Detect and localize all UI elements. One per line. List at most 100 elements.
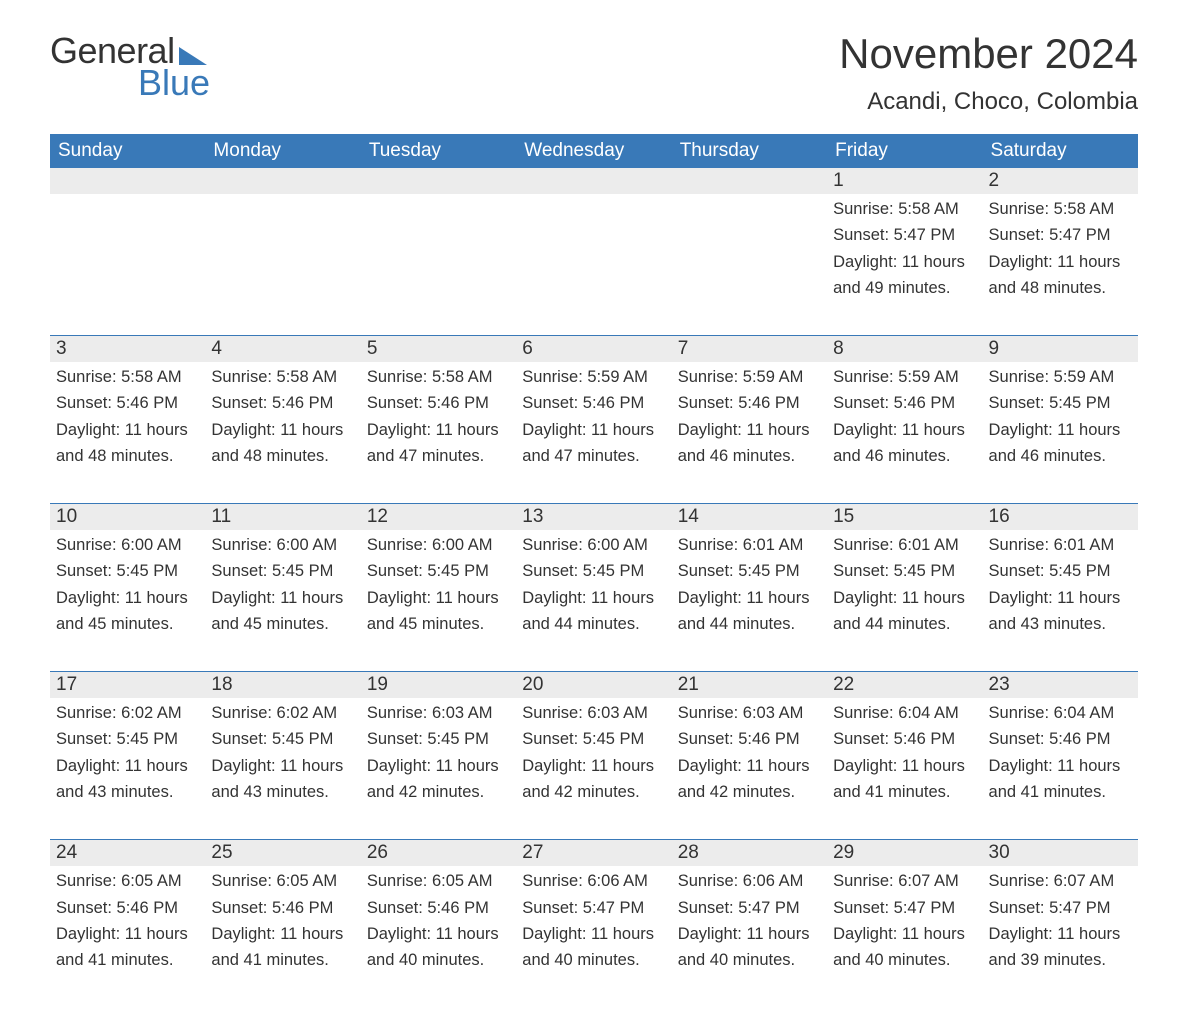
- day-detail-cell: Sunrise: 6:04 AM: [983, 698, 1138, 724]
- day-detail-cell: Sunrise: 6:04 AM: [827, 698, 982, 724]
- day-number-cell: 14: [672, 504, 827, 531]
- day-number-cell: [672, 168, 827, 194]
- day-detail-cell: Sunset: 5:46 PM: [361, 893, 516, 919]
- day-detail-cell: and 45 minutes.: [205, 609, 360, 635]
- week-separator: [50, 803, 1138, 840]
- day-number-cell: 25: [205, 840, 360, 867]
- week-detail-row: Daylight: 11 hoursDaylight: 11 hoursDayl…: [50, 919, 1138, 945]
- day-detail-cell: Sunrise: 5:58 AM: [50, 362, 205, 388]
- day-detail-cell: and 42 minutes.: [672, 777, 827, 803]
- day-detail-cell: Sunset: 5:45 PM: [983, 556, 1138, 582]
- day-detail-cell: Daylight: 11 hours: [672, 583, 827, 609]
- calendar-page: General Blue November 2024 Acandi, Choco…: [0, 0, 1188, 1011]
- day-detail-cell: Sunrise: 6:07 AM: [827, 866, 982, 892]
- day-number-cell: 28: [672, 840, 827, 867]
- day-detail-cell: Daylight: 11 hours: [983, 583, 1138, 609]
- brand-word-2: Blue: [138, 62, 210, 104]
- day-detail-cell: Sunset: 5:45 PM: [50, 556, 205, 582]
- day-detail-cell: Sunrise: 6:01 AM: [672, 530, 827, 556]
- week-separator: [50, 467, 1138, 504]
- header: General Blue November 2024 Acandi, Choco…: [50, 30, 1138, 116]
- day-detail-cell: [361, 273, 516, 299]
- day-detail-cell: [516, 194, 671, 220]
- brand-triangle-icon: [179, 47, 207, 65]
- week-detail-row: Daylight: 11 hoursDaylight: 11 hoursDayl…: [50, 583, 1138, 609]
- week-detail-row: Sunrise: 6:00 AMSunrise: 6:00 AMSunrise:…: [50, 530, 1138, 556]
- day-detail-cell: and 44 minutes.: [672, 609, 827, 635]
- week-separator: [50, 635, 1138, 672]
- day-detail-cell: and 43 minutes.: [205, 777, 360, 803]
- day-detail-cell: and 47 minutes.: [361, 441, 516, 467]
- day-detail-cell: [361, 220, 516, 246]
- week-detail-row: Daylight: 11 hoursDaylight: 11 hoursDayl…: [50, 415, 1138, 441]
- location-subtitle: Acandi, Choco, Colombia: [839, 88, 1138, 116]
- day-detail-cell: [672, 247, 827, 273]
- day-detail-cell: and 41 minutes.: [50, 945, 205, 971]
- day-detail-cell: Sunset: 5:45 PM: [361, 724, 516, 750]
- day-number-cell: 15: [827, 504, 982, 531]
- day-detail-cell: Daylight: 11 hours: [205, 919, 360, 945]
- day-detail-cell: [361, 247, 516, 273]
- dow-friday: Friday: [827, 134, 982, 168]
- week-daynum-row: 10111213141516: [50, 504, 1138, 531]
- week-daynum-row: 24252627282930: [50, 840, 1138, 867]
- week-detail-row: and 45 minutes.and 45 minutes.and 45 min…: [50, 609, 1138, 635]
- day-detail-cell: Daylight: 11 hours: [827, 751, 982, 777]
- day-detail-cell: and 44 minutes.: [516, 609, 671, 635]
- day-number-cell: 12: [361, 504, 516, 531]
- dow-saturday: Saturday: [983, 134, 1138, 168]
- day-detail-cell: [205, 194, 360, 220]
- day-detail-cell: [205, 220, 360, 246]
- day-detail-cell: Daylight: 11 hours: [361, 751, 516, 777]
- day-detail-cell: and 42 minutes.: [361, 777, 516, 803]
- day-detail-cell: Daylight: 11 hours: [827, 583, 982, 609]
- day-detail-cell: Daylight: 11 hours: [361, 919, 516, 945]
- day-detail-cell: Sunset: 5:46 PM: [361, 388, 516, 414]
- day-number-cell: 13: [516, 504, 671, 531]
- day-detail-cell: Sunset: 5:45 PM: [672, 556, 827, 582]
- day-detail-cell: and 46 minutes.: [983, 441, 1138, 467]
- brand-logo: General Blue: [50, 30, 210, 104]
- day-number-cell: 23: [983, 672, 1138, 699]
- day-detail-cell: [672, 273, 827, 299]
- day-detail-cell: Daylight: 11 hours: [983, 247, 1138, 273]
- day-detail-cell: Daylight: 11 hours: [672, 415, 827, 441]
- day-detail-cell: Sunrise: 6:05 AM: [361, 866, 516, 892]
- day-detail-cell: [50, 273, 205, 299]
- day-detail-cell: and 42 minutes.: [516, 777, 671, 803]
- day-detail-cell: and 40 minutes.: [516, 945, 671, 971]
- week-detail-row: Daylight: 11 hoursDaylight: 11 hoursDayl…: [50, 751, 1138, 777]
- day-detail-cell: [516, 247, 671, 273]
- dow-monday: Monday: [205, 134, 360, 168]
- day-detail-cell: Daylight: 11 hours: [827, 415, 982, 441]
- week-detail-row: Sunrise: 5:58 AMSunrise: 5:58 AMSunrise:…: [50, 362, 1138, 388]
- day-detail-cell: Sunset: 5:45 PM: [361, 556, 516, 582]
- day-number-cell: 10: [50, 504, 205, 531]
- day-detail-cell: Sunrise: 6:01 AM: [827, 530, 982, 556]
- day-detail-cell: Sunrise: 6:00 AM: [50, 530, 205, 556]
- day-number-cell: 20: [516, 672, 671, 699]
- title-block: November 2024 Acandi, Choco, Colombia: [839, 30, 1138, 116]
- day-detail-cell: [672, 194, 827, 220]
- day-detail-cell: Daylight: 11 hours: [827, 919, 982, 945]
- day-detail-cell: [516, 273, 671, 299]
- day-detail-cell: Daylight: 11 hours: [983, 919, 1138, 945]
- day-detail-cell: Sunrise: 5:58 AM: [827, 194, 982, 220]
- day-detail-cell: Sunset: 5:47 PM: [983, 220, 1138, 246]
- day-number-cell: 21: [672, 672, 827, 699]
- day-number-cell: 24: [50, 840, 205, 867]
- day-detail-cell: Daylight: 11 hours: [516, 415, 671, 441]
- day-detail-cell: Sunset: 5:47 PM: [672, 893, 827, 919]
- day-detail-cell: Sunrise: 5:59 AM: [672, 362, 827, 388]
- day-number-cell: 30: [983, 840, 1138, 867]
- day-detail-cell: Sunset: 5:47 PM: [827, 220, 982, 246]
- day-detail-cell: Daylight: 11 hours: [983, 415, 1138, 441]
- day-detail-cell: [50, 247, 205, 273]
- week-detail-row: and 41 minutes.and 41 minutes.and 40 min…: [50, 945, 1138, 971]
- day-detail-cell: Sunset: 5:45 PM: [983, 388, 1138, 414]
- week-detail-row: Sunrise: 6:05 AMSunrise: 6:05 AMSunrise:…: [50, 866, 1138, 892]
- day-detail-cell: Sunset: 5:46 PM: [983, 724, 1138, 750]
- day-detail-cell: Sunset: 5:46 PM: [516, 388, 671, 414]
- day-detail-cell: Daylight: 11 hours: [516, 751, 671, 777]
- day-detail-cell: Sunrise: 6:03 AM: [361, 698, 516, 724]
